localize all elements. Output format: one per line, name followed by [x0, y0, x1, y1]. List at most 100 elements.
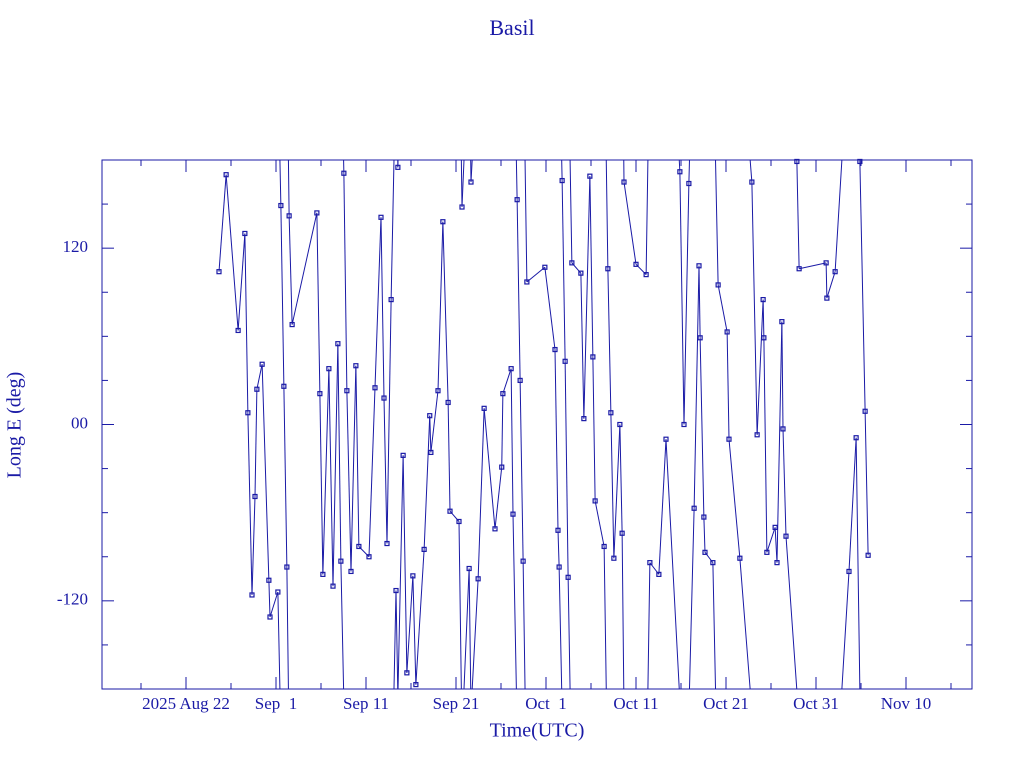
point	[514, 197, 520, 203]
point	[252, 493, 258, 500]
line-segment	[374, 217, 382, 388]
line-segment	[658, 439, 667, 575]
x-axis-label: Time(UTC)	[490, 720, 585, 742]
x-tick-label: Oct 1	[525, 694, 567, 713]
point	[559, 177, 565, 184]
line-segment	[621, 159, 625, 690]
line-segment	[592, 356, 596, 501]
line-segment	[468, 159, 472, 690]
line-segment	[623, 181, 637, 265]
line-segment	[561, 180, 566, 362]
line-segment	[726, 331, 730, 440]
line-segment	[501, 393, 504, 468]
point	[413, 681, 419, 688]
point	[780, 426, 786, 432]
line-segment	[785, 159, 798, 690]
point	[724, 329, 730, 335]
point	[404, 670, 410, 676]
point	[578, 270, 584, 276]
line-segment	[412, 575, 417, 685]
line-segment	[763, 337, 768, 553]
line-segment	[291, 212, 318, 325]
x-tick-label: Oct 21	[703, 694, 749, 713]
line-segment	[645, 159, 651, 690]
line-segment	[337, 343, 342, 562]
point	[592, 498, 598, 504]
point	[865, 552, 871, 558]
point	[611, 555, 617, 561]
line-segment	[698, 265, 701, 338]
line-segment	[437, 221, 444, 391]
point	[681, 421, 687, 428]
x-tick-label: 2025 Aug 22	[142, 694, 230, 713]
point	[702, 549, 708, 555]
point	[499, 464, 505, 470]
point	[710, 560, 716, 566]
point	[686, 180, 692, 187]
point	[447, 508, 453, 514]
line-segment	[350, 365, 357, 572]
line-segment	[558, 159, 563, 690]
line-segment	[781, 321, 784, 429]
line-segment	[544, 267, 556, 350]
point	[749, 179, 755, 185]
line-segment	[494, 467, 503, 529]
line-segment	[589, 176, 594, 357]
point	[862, 408, 868, 414]
point	[223, 172, 229, 178]
point	[608, 410, 614, 416]
point	[587, 173, 593, 179]
point	[760, 296, 766, 303]
point	[783, 533, 789, 539]
line-segment	[751, 182, 758, 435]
line-segment	[429, 415, 432, 453]
point	[517, 377, 523, 384]
point	[621, 179, 627, 185]
line-segment	[386, 299, 392, 544]
line-segment	[522, 159, 528, 690]
line-segment	[519, 380, 524, 562]
line-segment	[340, 159, 345, 690]
line-segment	[280, 205, 285, 387]
point	[235, 327, 241, 334]
point	[697, 335, 703, 341]
point	[249, 592, 255, 598]
point	[715, 282, 721, 288]
point	[435, 388, 441, 394]
point	[643, 272, 649, 278]
point	[590, 354, 596, 360]
point	[823, 260, 829, 266]
line-segment	[688, 159, 695, 690]
x-tick-label: Oct 11	[613, 694, 658, 713]
point	[764, 549, 770, 555]
point	[326, 366, 332, 372]
line-segment	[583, 176, 591, 419]
point	[384, 540, 390, 547]
point	[410, 573, 416, 579]
line-segment	[855, 159, 861, 690]
plot-frame	[101, 159, 973, 690]
line-segment	[526, 266, 546, 283]
point	[254, 386, 260, 392]
line-segment	[799, 262, 827, 270]
point	[761, 335, 767, 341]
point	[259, 361, 265, 367]
point	[779, 319, 785, 325]
point	[440, 219, 446, 225]
line-segment	[739, 159, 753, 690]
point	[344, 388, 350, 394]
x-tick-label: Sep 11	[343, 694, 389, 713]
line-segment	[554, 349, 559, 531]
point	[647, 560, 653, 566]
point	[341, 170, 347, 176]
point	[737, 555, 743, 561]
point	[508, 366, 514, 372]
line-segment	[776, 321, 783, 563]
line-segment	[237, 233, 246, 331]
point	[601, 543, 607, 550]
point	[428, 449, 434, 456]
point	[524, 279, 530, 285]
line-segment	[261, 364, 270, 581]
line-segment	[516, 199, 521, 381]
